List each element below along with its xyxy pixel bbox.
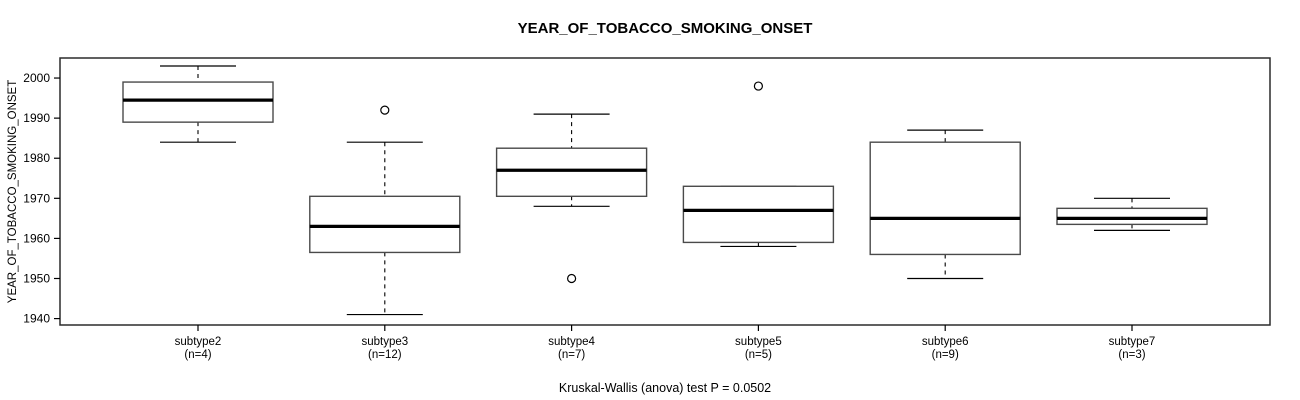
boxplot-subtype2 (122, 65, 274, 143)
chart-title: YEAR_OF_TOBACCO_SMOKING_ONSET (518, 20, 813, 37)
x-tick-label: subtype2 (175, 336, 222, 348)
y-axis: 1940 1950 1960 1970 1980 1990 2000 (23, 71, 60, 326)
x-tick-label: subtype7 (1109, 336, 1156, 348)
plot-area (59, 57, 1271, 326)
x-tick-sublabel: (n=3) (1118, 349, 1145, 361)
x-tick-sublabel: (n=12) (368, 349, 402, 361)
y-tick-label: 2000 (23, 71, 50, 85)
iqr-box (1056, 207, 1208, 226)
iqr-box (122, 81, 274, 123)
x-axis: subtype2(n=4) subtype3(n=12) subtype4(n=7)… (175, 325, 1156, 361)
y-tick-label: 1960 (23, 231, 50, 245)
boxplot-subtype4 (495, 113, 648, 284)
y-tick-label: 1940 (23, 312, 50, 326)
x-tick-sublabel: (n=7) (558, 349, 585, 361)
outlier-point (380, 105, 390, 115)
iqr-box (309, 195, 461, 254)
iqr-box (869, 141, 1021, 256)
x-tick-label: subtype6 (922, 336, 969, 348)
x-tick-sublabel: (n=5) (745, 349, 772, 361)
y-axis-title: YEAR_OF_TOBACCO_SMOKING_ONSET (7, 80, 19, 303)
x-tick-label: subtype4 (548, 336, 595, 348)
iqr-box (682, 185, 835, 244)
outlier-point (753, 81, 764, 91)
boxes-layer (122, 65, 1208, 316)
y-tick-label: 1950 (23, 271, 50, 285)
outlier-point (566, 273, 577, 284)
y-tick-label: 1970 (23, 191, 50, 205)
footer-annotation: Kruskal-Wallis (anova) test P = 0.0502 (559, 381, 771, 395)
boxplot-subtype6 (869, 129, 1021, 280)
boxplot-subtype3 (309, 105, 461, 316)
boxplot-subtype5 (682, 81, 835, 248)
x-tick-label: subtype3 (361, 336, 408, 348)
boxplot-subtype7 (1056, 197, 1208, 231)
x-tick-sublabel: (n=9) (932, 349, 959, 361)
iqr-box (495, 147, 648, 198)
y-tick-label: 1980 (23, 151, 50, 165)
x-tick-sublabel: (n=4) (184, 349, 211, 361)
y-tick-label: 1990 (23, 111, 50, 125)
x-tick-label: subtype5 (735, 336, 782, 348)
